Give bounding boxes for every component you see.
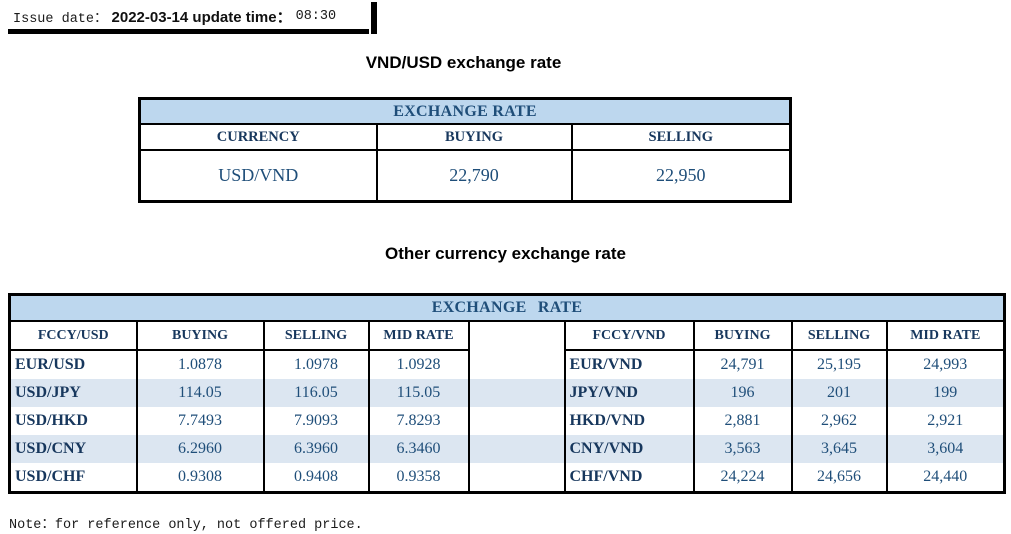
selling-rate-cell: 3,645 [790,435,888,463]
usd-table-title: VND/USD exchange rate [365,53,562,72]
currency-pair-cell: USD/VND [138,149,378,203]
table-row: USD/VND 22,790 22,950 [138,149,792,203]
column-header-buying: BUYING [375,123,573,151]
column-header-selling: SELLING [790,320,888,351]
selling-rate-cell: 7.9093 [262,407,370,435]
spacer-cell [467,379,566,407]
buying-rate-cell: 3,563 [692,435,793,463]
update-time-value: 08:30 [295,9,337,24]
column-header-mid-rate: MID RATE [885,320,1006,351]
column-header-mid-rate: MID RATE [367,320,470,351]
buying-rate-cell: 24,224 [692,463,793,493]
spacer-cell [467,435,566,463]
selling-rate-cell: 6.3960 [262,435,370,463]
selling-rate-cell: 0.9408 [262,463,370,493]
table-banner-row: EXCHANGE RATE [8,293,1006,322]
mid-rate-cell: 24,440 [885,463,1006,493]
column-header-selling: SELLING [570,123,792,151]
buying-rate-cell: 6.2960 [135,435,265,463]
currency-pair-cell: USD/JPY [8,379,138,407]
spacer-cell [467,350,566,379]
selling-rate-cell: 22,950 [570,149,792,203]
buying-rate-cell: 0.9308 [135,463,265,493]
issue-date-label: Issue date： [13,12,108,27]
issue-date-value: 2022-03-14 update time： [111,9,292,26]
buying-rate-cell: 22,790 [375,149,573,203]
column-header-fccy-usd: FCCY/USD [8,320,138,351]
selling-rate-cell: 1.0978 [262,350,370,379]
table-header-row: CURRENCY BUYING SELLING [138,123,792,151]
currency-pair-cell: HKD/VND [563,407,695,435]
currency-pair-cell: USD/CHF [8,463,138,493]
selling-rate-cell: 201 [790,379,888,407]
buying-rate-cell: 196 [692,379,793,407]
column-header-currency: CURRENCY [138,123,378,151]
mid-rate-cell: 0.9358 [367,463,470,493]
usd-exchange-rate-table: EXCHANGE RATE CURRENCY BUYING SELLING US… [138,97,793,203]
mid-rate-cell: 2,921 [885,407,1006,435]
currency-pair-cell: USD/CNY [8,435,138,463]
selling-rate-cell: 25,195 [790,350,888,379]
table-header-row: FCCY/USD BUYING SELLING MID RATE FCCY/VN… [8,320,1006,351]
mid-rate-cell: 115.05 [367,379,470,407]
column-header-fccy-vnd: FCCY/VND [563,320,695,351]
update-time-label: update time： [192,9,292,26]
currency-pair-cell: EUR/VND [563,350,695,379]
other-table-title: Other currency exchange rate [385,244,626,263]
buying-rate-cell: 2,881 [692,407,793,435]
table-row: USD/JPY 114.05 116.05 115.05 JPY/VND 196… [8,379,1006,407]
selling-rate-cell: 2,962 [790,407,888,435]
column-header-buying: BUYING [692,320,793,351]
currency-pair-cell: USD/HKD [8,407,138,435]
other-exchange-rate-table: EXCHANGE RATE FCCY/USD BUYING SELLING MI… [8,293,1007,494]
table-banner-row: EXCHANGE RATE [138,97,792,125]
table-row: EUR/USD 1.0878 1.0978 1.0928 EUR/VND 24,… [8,350,1006,379]
currency-pair-cell: JPY/VND [563,379,695,407]
spacer-cell [467,463,566,493]
column-header-buying: BUYING [135,320,265,351]
mid-rate-cell: 6.3460 [367,435,470,463]
column-header-selling: SELLING [262,320,370,351]
currency-pair-cell: EUR/USD [8,350,138,379]
mid-rate-cell: 199 [885,379,1006,407]
table-row: USD/CNY 6.2960 6.3960 6.3460 CNY/VND 3,5… [8,435,1006,463]
currency-pair-cell: CHF/VND [563,463,695,493]
currency-pair-cell: CNY/VND [563,435,695,463]
table-banner: EXCHANGE RATE [8,293,1006,322]
buying-rate-cell: 7.7493 [135,407,265,435]
reference-note: Note：for reference only, not offered pri… [9,518,363,533]
spacer-cell [467,320,566,350]
buying-rate-cell: 114.05 [135,379,265,407]
table-banner: EXCHANGE RATE [138,97,792,125]
spacer-cell [467,407,566,435]
mid-rate-cell: 3,604 [885,435,1006,463]
table-row: USD/HKD 7.7493 7.9093 7.8293 HKD/VND 2,8… [8,407,1006,435]
buying-rate-cell: 1.0878 [135,350,265,379]
issue-date-box: Issue date： 2022-03-14 update time： 08:3… [8,2,377,34]
selling-rate-cell: 24,656 [790,463,888,493]
table-row: USD/CHF 0.9308 0.9408 0.9358 CHF/VND 24,… [8,463,1006,493]
mid-rate-cell: 1.0928 [367,350,470,379]
selling-rate-cell: 116.05 [262,379,370,407]
mid-rate-cell: 24,993 [885,350,1006,379]
buying-rate-cell: 24,791 [692,350,793,379]
mid-rate-cell: 7.8293 [367,407,470,435]
